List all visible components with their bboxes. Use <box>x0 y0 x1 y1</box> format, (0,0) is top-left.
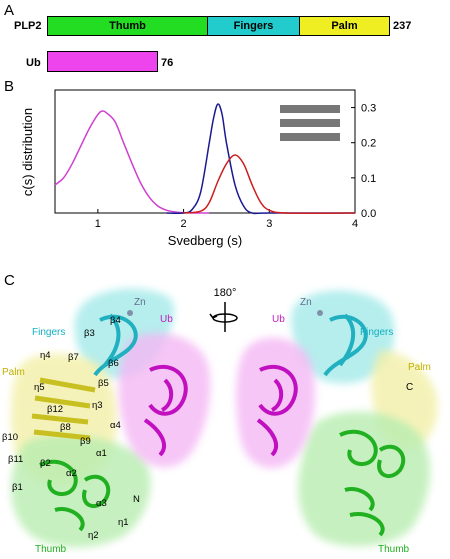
panel-label-b: B <box>4 78 15 95</box>
ss-eta2: η2 <box>88 530 99 541</box>
thumb-label-left: Thumb <box>35 544 67 555</box>
x-tick-label-3: 4 <box>352 218 358 230</box>
ss-beta5: β5 <box>98 378 109 389</box>
gel-inset-image <box>280 105 340 141</box>
left-structure <box>10 288 211 548</box>
fingers-label-left: Fingers <box>32 327 65 338</box>
zn-atom-right <box>317 310 323 316</box>
ss-beta4: β4 <box>110 315 121 326</box>
ss-n-terminus: N <box>133 494 140 505</box>
panel-label-a: A <box>4 2 15 19</box>
ub-bar <box>47 51 158 72</box>
ub-label: Ub <box>26 57 41 69</box>
thumb-helices-right <box>339 429 406 537</box>
x-tick-label-1: 2 <box>181 218 187 230</box>
sedimentation-chart: 1 2 3 4 0.0 0.1 0.2 0.3 Svedberg (s) c(s) dist… <box>20 89 376 248</box>
zn-atom-left <box>127 310 133 316</box>
rotation-label: 180° <box>214 287 237 299</box>
plp2-end-residue: 237 <box>393 20 412 32</box>
x-tick-label-2: 3 <box>266 218 272 230</box>
ss-beta1: β1 <box>12 482 23 493</box>
fingers-label-right: Fingers <box>360 327 393 338</box>
ss-eta3: η3 <box>92 400 103 411</box>
series-line-1 <box>166 103 355 215</box>
thumb-helices <box>39 459 111 532</box>
ub-label-right: Ub <box>272 314 285 325</box>
ss-beta9: β9 <box>80 436 91 447</box>
ss-eta4: η4 <box>40 350 51 361</box>
y-tick-label-3: 0.3 <box>361 103 376 115</box>
ss-alpha2: α2 <box>66 468 77 479</box>
zn-label-left: Zn <box>134 297 146 308</box>
ss-beta10: β10 <box>2 432 18 443</box>
ss-beta2: β2 <box>40 458 51 469</box>
ss-beta6: β6 <box>108 358 119 369</box>
y-tick-label-1: 0.1 <box>361 173 376 185</box>
structure-figure: 180° Zn Fingers Palm Thumb Ub β3 β4 η4 β… <box>2 287 438 555</box>
y-axis-label: c(s) distribution <box>20 108 35 196</box>
palm-label-right: Palm <box>408 362 431 373</box>
thumb-label-right: Thumb <box>378 544 410 555</box>
ub-cartoon <box>143 364 188 457</box>
y-axis-ticks-right: 0.0 0.1 0.2 0.3 <box>351 103 376 220</box>
fingers-cartoon <box>93 313 138 377</box>
c-terminus-label: C <box>406 382 413 393</box>
ss-beta3: β3 <box>84 328 95 339</box>
panel-label-c: C <box>4 272 15 289</box>
ss-beta7: β7 <box>68 352 79 363</box>
right-structure <box>236 290 438 547</box>
ub-label-left: Ub <box>160 314 173 325</box>
ub-end-residue: 76 <box>161 57 174 69</box>
series-lines <box>54 103 356 215</box>
fingers-cartoon-right <box>323 313 368 377</box>
plp2-label: PLP2 <box>14 20 42 32</box>
series-line-0 <box>54 110 210 214</box>
ss-alpha1: α1 <box>96 448 107 459</box>
ub-cartoon-right <box>256 364 298 457</box>
plp2-domain-bar: Thumb Fingers Palm <box>47 16 390 36</box>
ub-surface <box>118 333 211 468</box>
rotation-symbol <box>209 302 238 332</box>
secondary-structure-labels: β3 β4 η4 β7 β6 η5 β5 β12 η3 α4 β8 β10 β9… <box>2 315 140 541</box>
y-tick-label-0: 0.0 <box>361 208 376 220</box>
ss-alpha4: α4 <box>110 420 121 431</box>
ub-surface-right <box>236 337 315 468</box>
palm-label-left: Palm <box>2 367 25 378</box>
domain-palm: Palm <box>299 16 390 36</box>
ss-alpha3: α3 <box>96 498 107 509</box>
domain-thumb: Thumb <box>47 16 208 36</box>
y-tick-label-2: 0.2 <box>361 138 376 150</box>
ss-beta11: β11 <box>8 454 23 465</box>
x-axis-label: Svedberg (s) <box>168 233 242 248</box>
ss-eta5: η5 <box>34 382 45 393</box>
ss-eta1: η1 <box>118 517 129 528</box>
zn-label-right: Zn <box>300 297 312 308</box>
series-line-2 <box>183 154 356 214</box>
x-axis-ticks: 1 2 3 4 <box>95 209 358 230</box>
thumb-surface-right <box>298 411 431 547</box>
x-tick-label-0: 1 <box>95 218 101 230</box>
palm-sheets <box>31 377 96 441</box>
ss-beta12: β12 <box>47 404 63 415</box>
ss-beta8: β8 <box>60 422 71 433</box>
domain-fingers: Fingers <box>207 16 300 36</box>
